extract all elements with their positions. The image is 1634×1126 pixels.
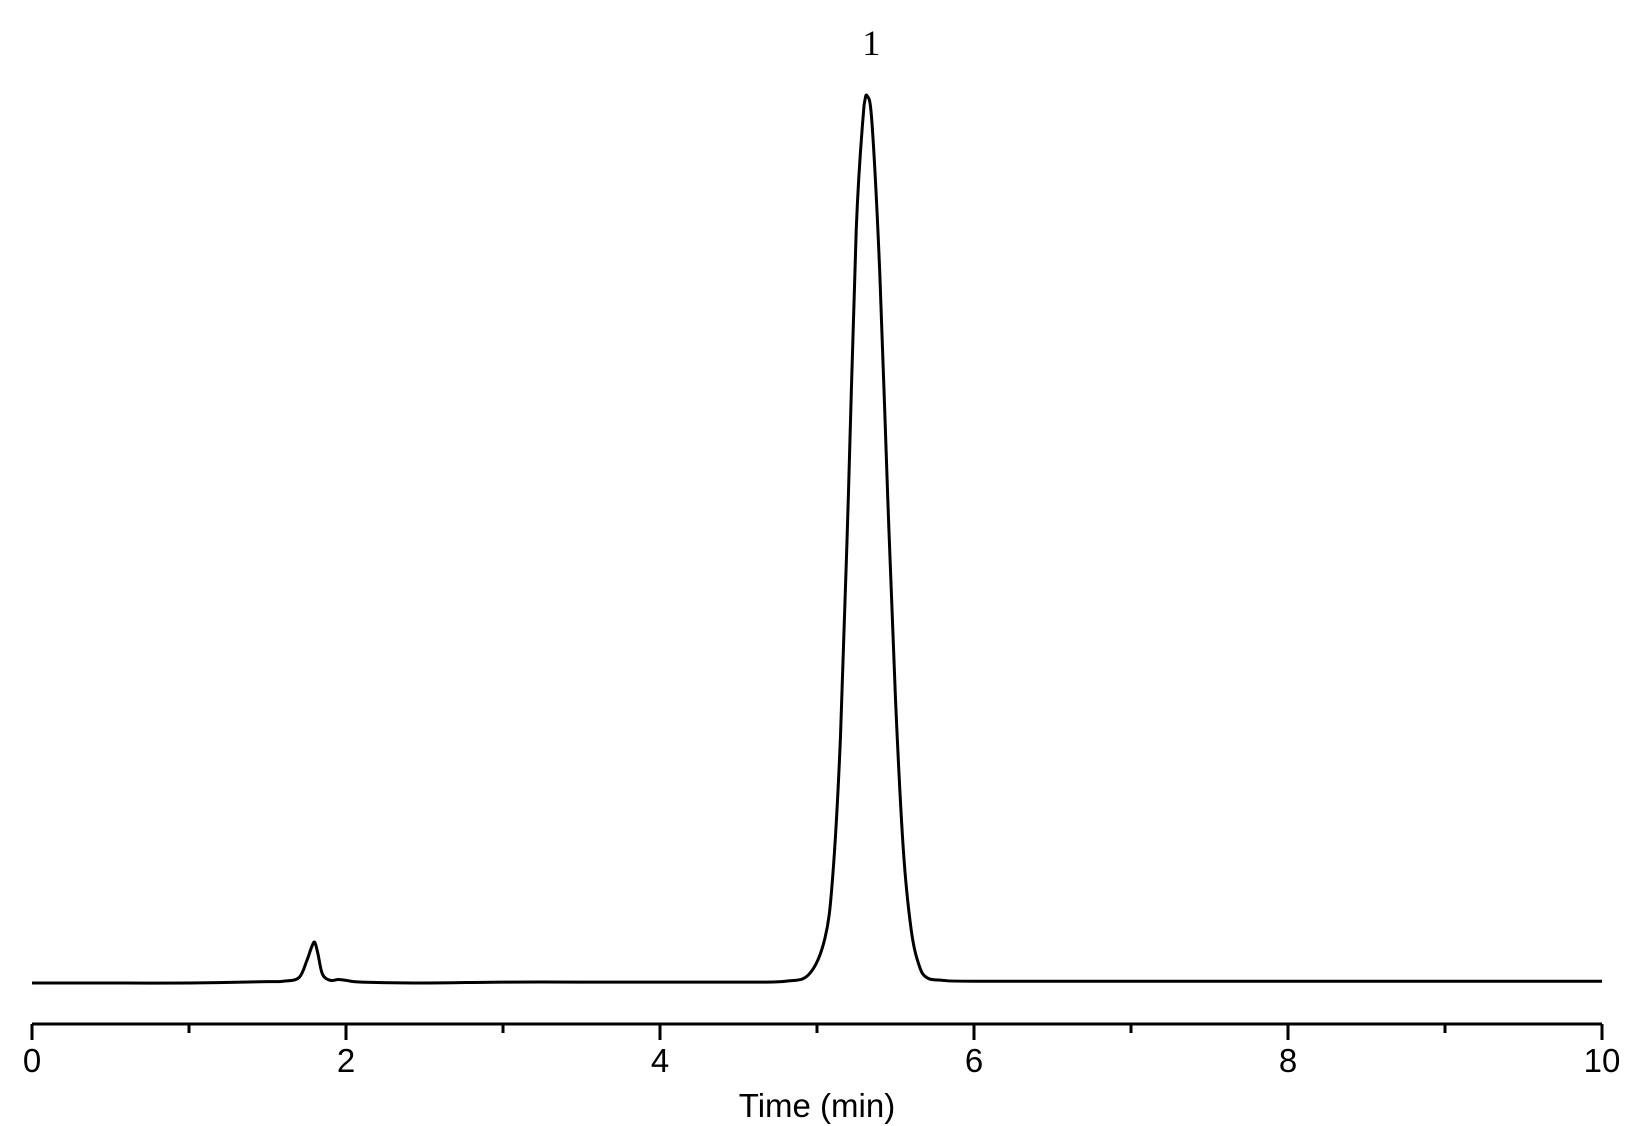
x-tick-label: 6 xyxy=(965,1042,983,1079)
x-axis: 0 2 4 6 8 10 xyxy=(23,1022,1621,1079)
plot-area: 1 xyxy=(32,23,1602,985)
peak-label-0: 1 xyxy=(862,23,880,63)
x-tick-label: 8 xyxy=(1279,1042,1297,1079)
series-line-0 xyxy=(32,93,1602,985)
x-axis-title: Time (min) xyxy=(739,1087,895,1124)
x-tick-label: 4 xyxy=(651,1042,669,1079)
x-tick-label: 10 xyxy=(1584,1042,1621,1079)
x-tick-label: 2 xyxy=(337,1042,355,1079)
x-tick-label: 0 xyxy=(23,1042,41,1079)
